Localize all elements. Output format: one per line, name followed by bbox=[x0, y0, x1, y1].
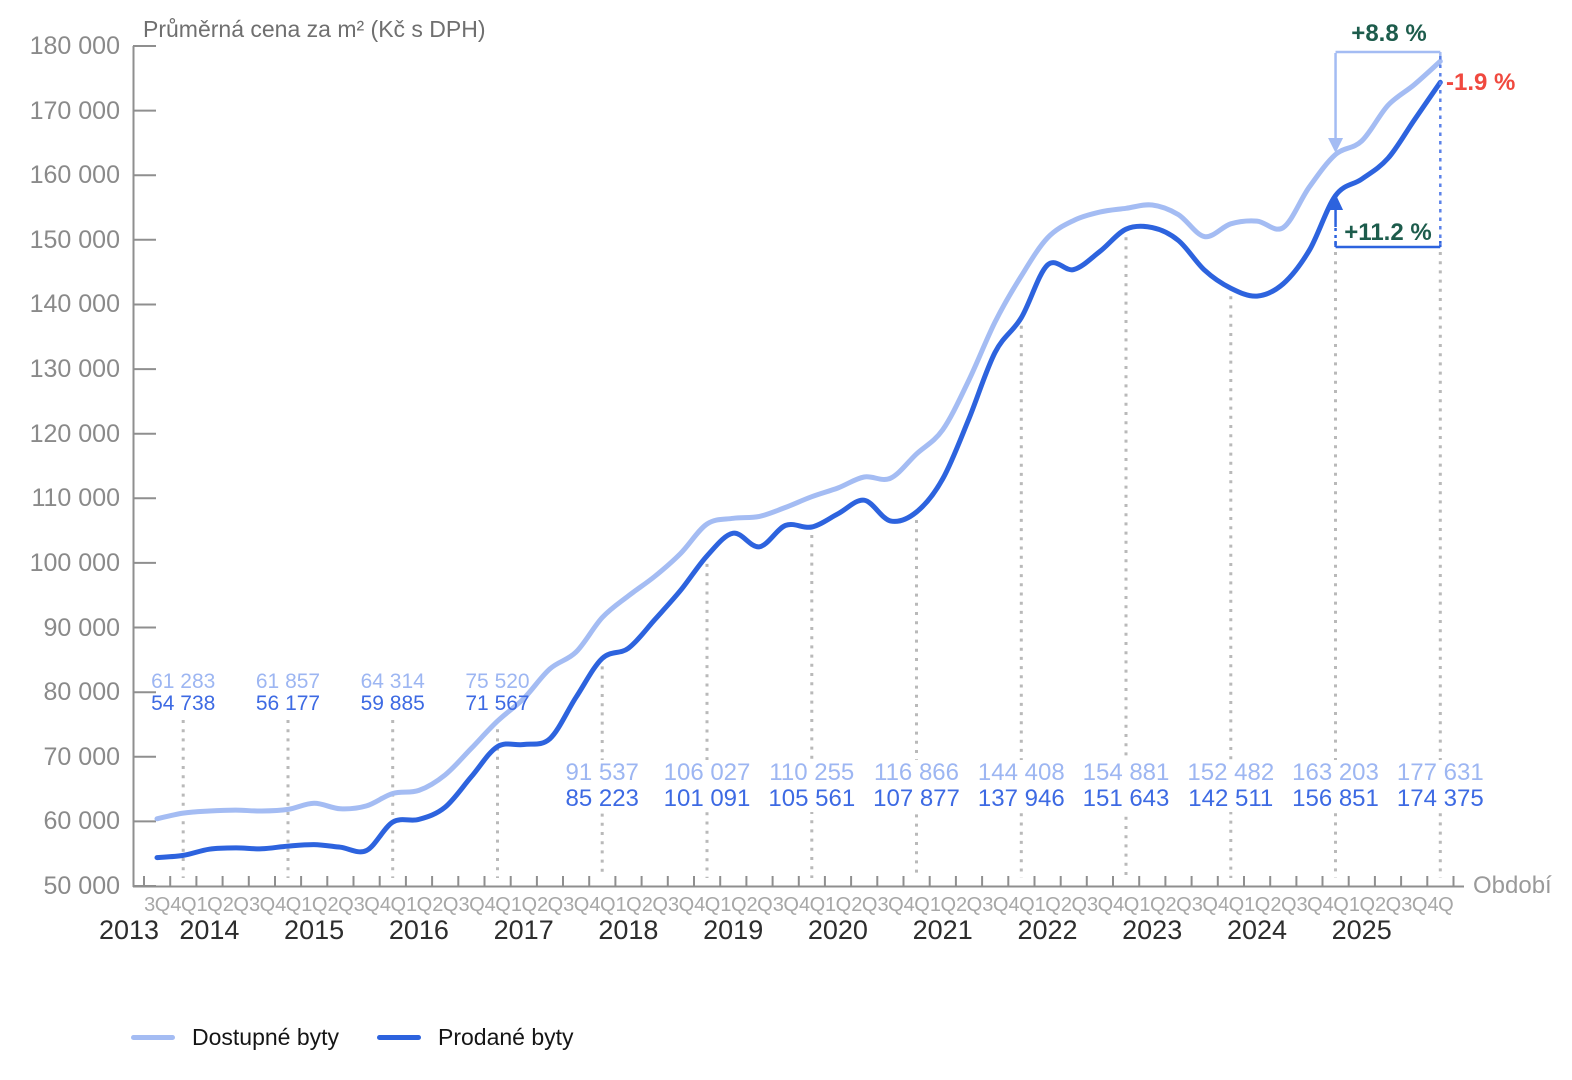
available-series-line bbox=[154, 58, 1443, 822]
up-arrow-head-icon bbox=[1328, 194, 1344, 210]
sold-series-line bbox=[154, 79, 1443, 861]
down-arrow-head-icon bbox=[1328, 138, 1344, 153]
